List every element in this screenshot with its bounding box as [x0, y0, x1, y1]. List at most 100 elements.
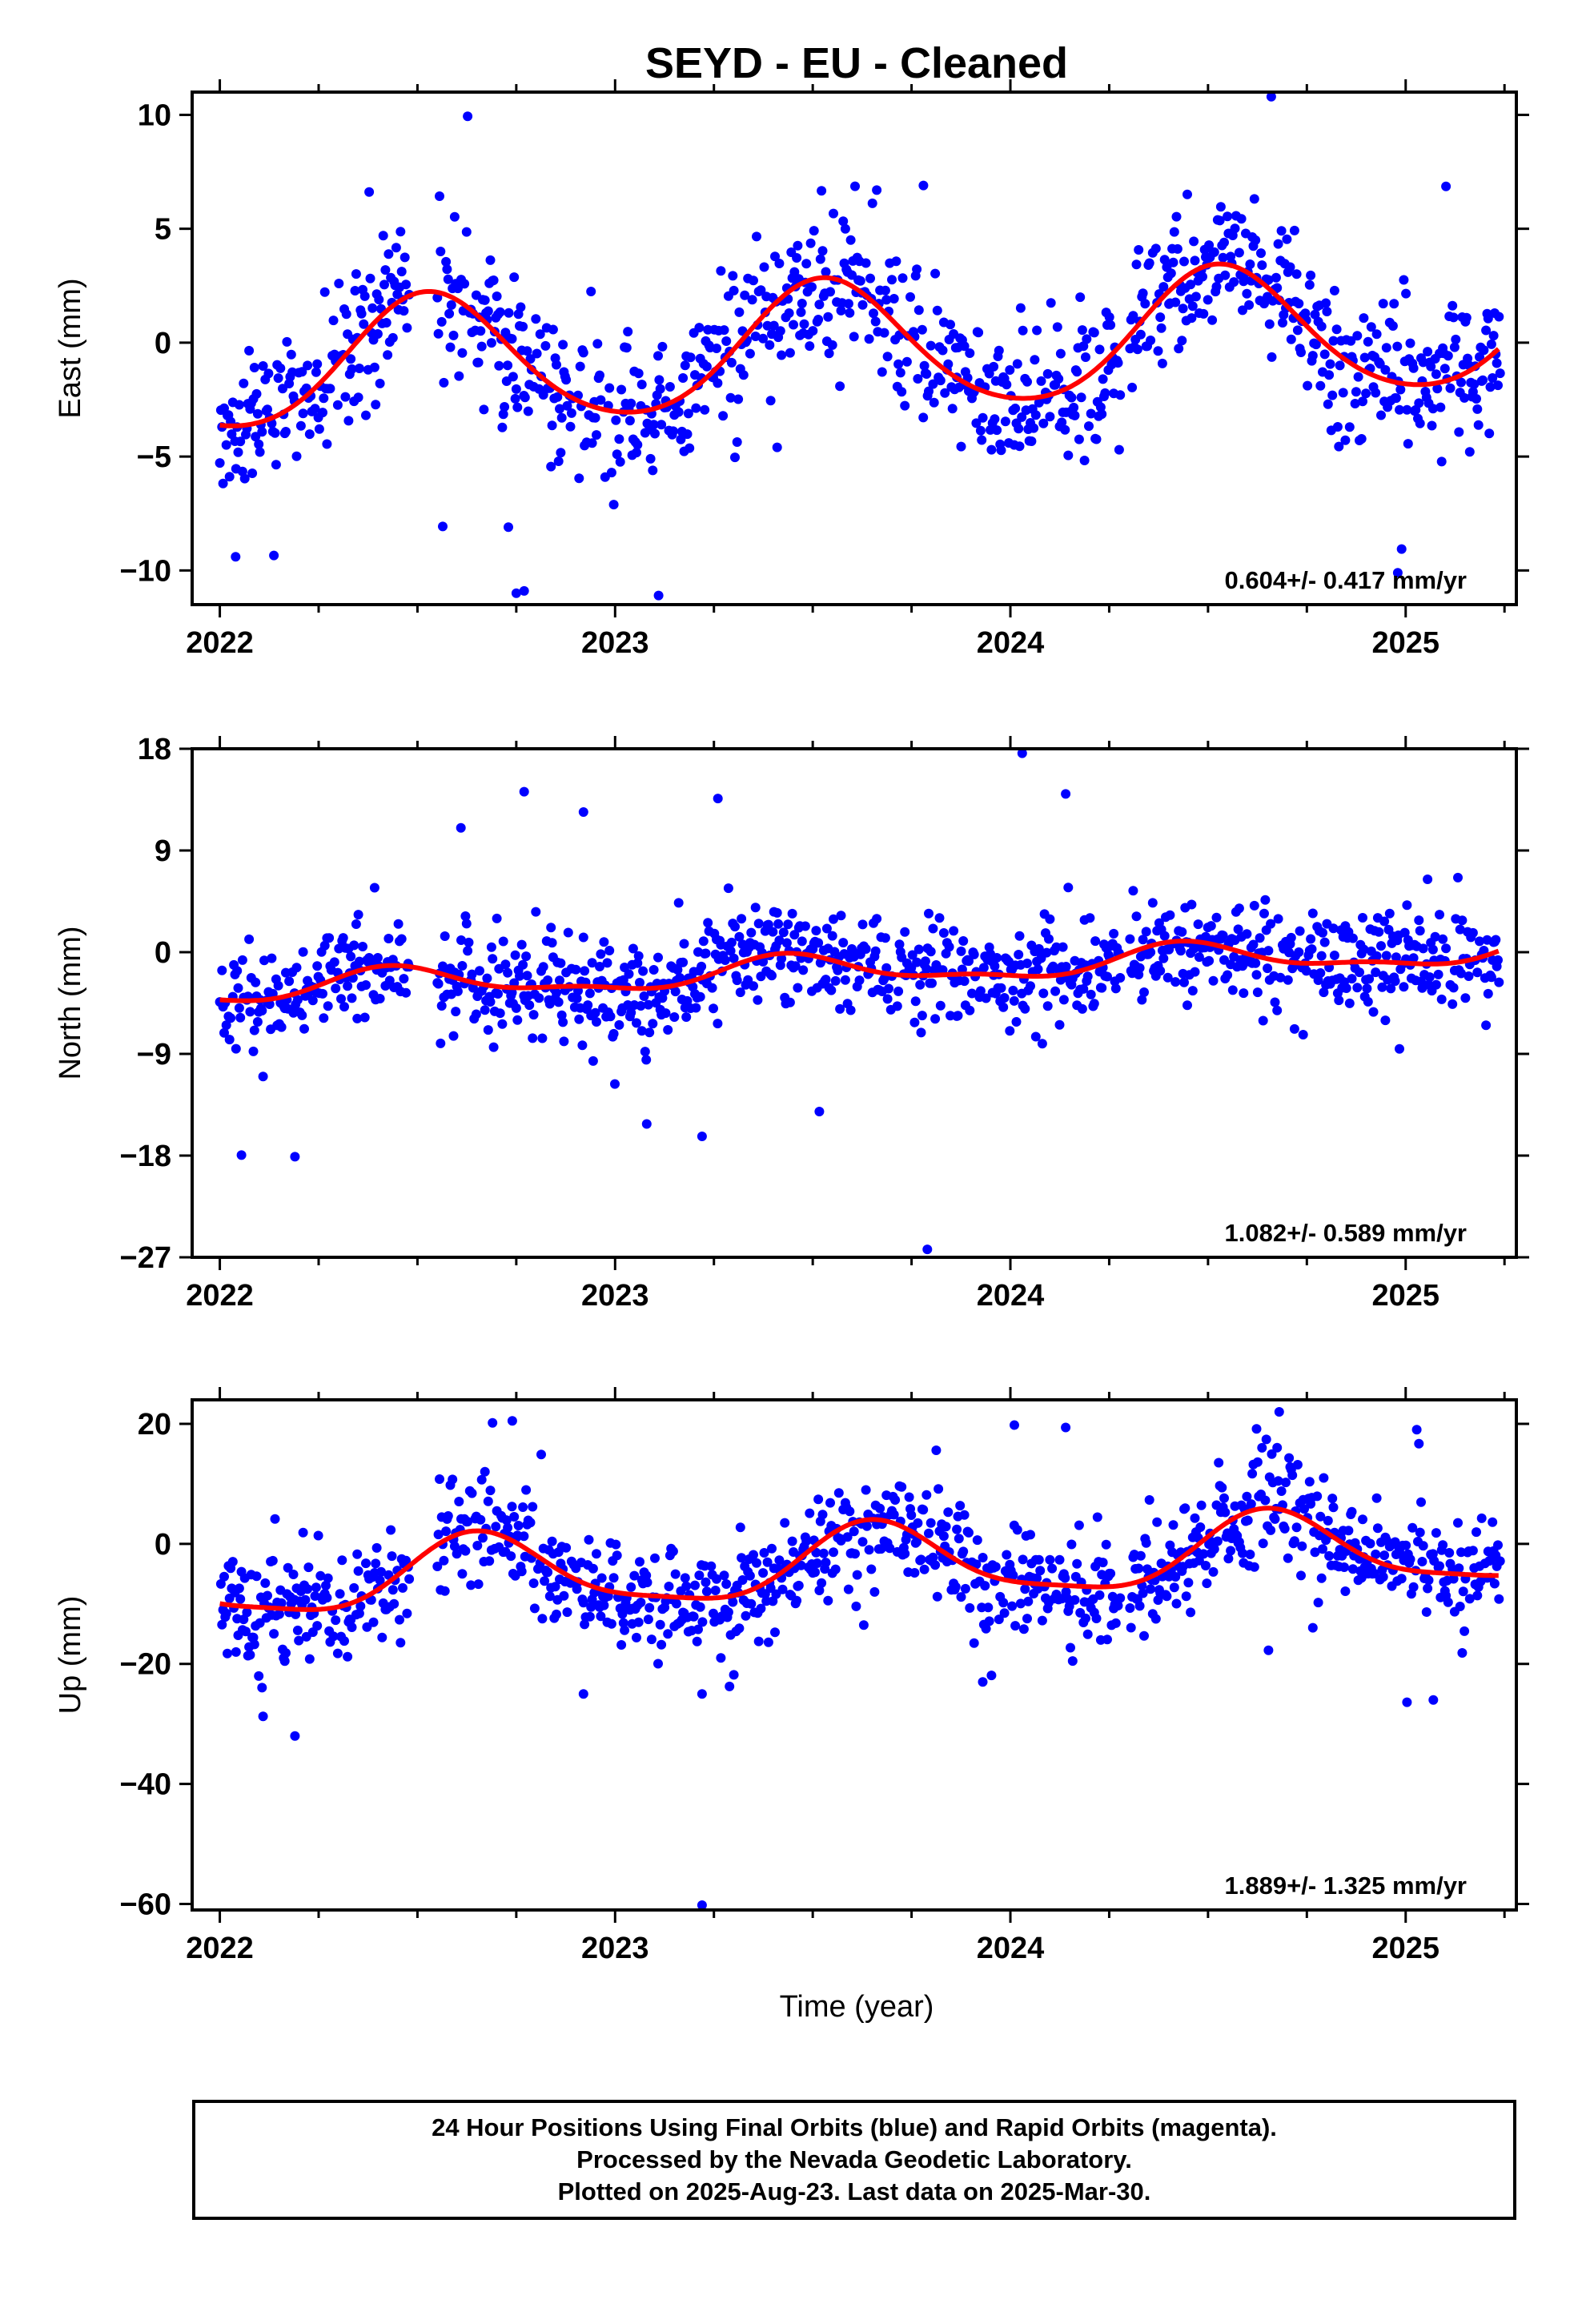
data-point: [728, 271, 738, 281]
data-point: [678, 957, 689, 967]
data-point: [1168, 1520, 1178, 1530]
data-point: [555, 975, 564, 986]
data-point: [443, 274, 453, 284]
data-point: [1282, 234, 1292, 244]
data-point: [1329, 951, 1339, 960]
data-point: [648, 965, 659, 975]
data-point: [833, 965, 843, 975]
data-point: [1435, 402, 1446, 412]
data-point: [692, 1636, 702, 1647]
data-point: [1486, 972, 1496, 983]
data-point: [494, 360, 504, 371]
data-point: [624, 969, 634, 979]
data-point: [221, 440, 231, 450]
y-tick-label: 0: [155, 327, 171, 360]
data-point: [1363, 336, 1373, 347]
data-point: [1272, 1442, 1283, 1453]
data-point: [1356, 434, 1367, 444]
data-point: [513, 1521, 524, 1530]
data-point: [910, 996, 921, 1007]
data-point: [774, 259, 785, 268]
data-point: [843, 299, 853, 309]
data-point: [994, 345, 1004, 356]
data-point: [1445, 383, 1456, 393]
data-point: [531, 314, 541, 324]
data-point: [322, 439, 332, 449]
data-point: [1190, 967, 1200, 977]
data-point: [248, 1046, 259, 1056]
data-point: [900, 1549, 910, 1559]
data-point: [354, 364, 364, 373]
data-point: [575, 361, 585, 372]
data-point: [746, 927, 757, 938]
data-point: [546, 923, 556, 933]
data-point: [1448, 1574, 1459, 1584]
data-point: [1141, 1538, 1151, 1548]
data-point: [1399, 927, 1410, 938]
data-point: [1077, 1003, 1087, 1014]
data-point: [894, 939, 905, 950]
data-point: [255, 447, 265, 457]
data-point: [1488, 373, 1498, 383]
data-point: [231, 1043, 241, 1054]
data-point: [719, 325, 729, 336]
data-point: [955, 1501, 966, 1511]
data-point: [1313, 1598, 1323, 1608]
data-point: [1070, 1594, 1080, 1605]
data-point: [1218, 252, 1228, 263]
data-point: [1284, 1453, 1295, 1463]
data-point: [1427, 404, 1438, 414]
data-point: [1022, 1614, 1032, 1624]
data-point: [486, 338, 496, 348]
data-point: [773, 919, 784, 929]
data-point: [1426, 361, 1436, 372]
data-point: [1242, 1491, 1252, 1502]
data-point: [653, 952, 663, 963]
data-point: [900, 927, 910, 937]
data-point: [485, 255, 496, 265]
data-point: [809, 226, 819, 236]
data-point: [608, 1573, 619, 1583]
data-point: [770, 251, 780, 262]
data-point: [1319, 987, 1329, 998]
data-point: [236, 1150, 247, 1160]
data-point: [595, 370, 604, 380]
north-points: [215, 749, 1504, 1255]
data-point: [361, 980, 371, 990]
data-point: [840, 975, 850, 985]
data-point: [442, 264, 452, 275]
data-point: [1456, 968, 1466, 979]
data-point: [604, 383, 615, 393]
y-tick-label: 5: [155, 213, 171, 247]
data-point: [726, 357, 737, 368]
data-point: [983, 1602, 994, 1613]
data-point: [989, 361, 999, 372]
data-point: [1234, 903, 1244, 914]
data-point: [1030, 355, 1040, 365]
data-point: [263, 404, 272, 415]
data-point: [1469, 379, 1480, 389]
data-point: [1297, 1541, 1307, 1551]
data-point: [867, 198, 877, 208]
data-point: [1444, 1548, 1455, 1558]
data-point: [1195, 1522, 1206, 1532]
data-point: [648, 420, 659, 430]
data-point: [650, 428, 660, 439]
data-point: [1042, 1001, 1053, 1011]
data-point: [737, 1575, 748, 1585]
data-point: [1472, 404, 1483, 414]
data-point: [614, 434, 624, 444]
data-point: [1291, 269, 1302, 279]
data-point: [1376, 941, 1386, 951]
data-point: [281, 427, 291, 436]
data-point: [269, 1629, 279, 1639]
data-point: [304, 1654, 315, 1664]
data-point: [1199, 308, 1209, 319]
data-point: [255, 1618, 265, 1628]
data-point: [655, 384, 665, 394]
data-point: [1266, 919, 1276, 929]
data-point: [1441, 943, 1452, 954]
data-point: [1363, 996, 1373, 1007]
data-point: [1483, 988, 1493, 999]
data-point: [1359, 944, 1369, 955]
